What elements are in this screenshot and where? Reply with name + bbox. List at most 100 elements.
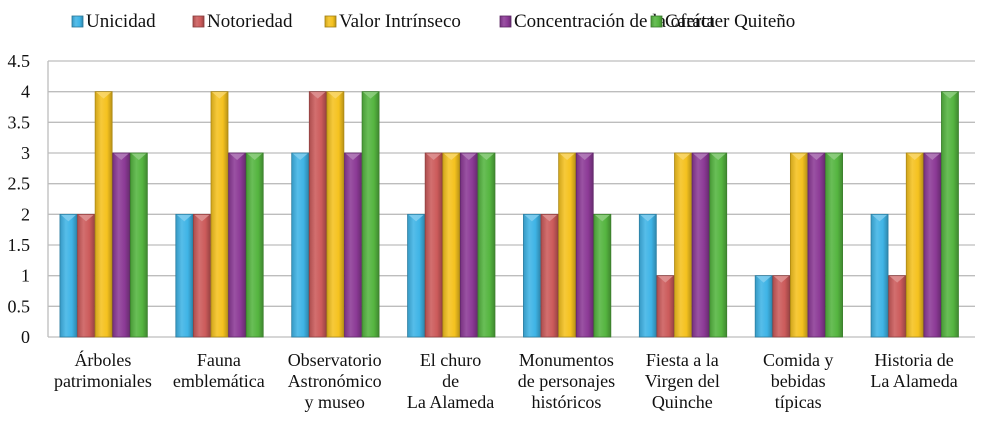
y-tick-label: 3 bbox=[21, 143, 30, 163]
bar-bevel bbox=[60, 214, 76, 222]
bar bbox=[407, 213, 425, 338]
bar-bevel bbox=[461, 153, 477, 160]
bar-bevel bbox=[113, 153, 129, 160]
legend-item: Notoriedad bbox=[192, 11, 293, 32]
bar-bevel bbox=[212, 92, 228, 99]
bar bbox=[789, 152, 808, 338]
legend-label: Carácter Quiteño bbox=[665, 11, 795, 32]
bar-group bbox=[291, 91, 380, 338]
y-tick-label: 2 bbox=[21, 204, 30, 224]
bar-bevel bbox=[693, 153, 709, 160]
y-tick-label: 2.5 bbox=[8, 174, 31, 194]
bar bbox=[674, 152, 692, 338]
bar bbox=[540, 213, 559, 338]
bar-bevel bbox=[640, 214, 656, 222]
bar-bevel bbox=[363, 92, 379, 99]
x-category-label: Observatorio Astronómico y museo bbox=[288, 350, 382, 412]
bar-bevel bbox=[131, 153, 147, 160]
x-category-label: Comida y bebidas típicas bbox=[763, 350, 834, 412]
bar bbox=[807, 152, 826, 338]
bar bbox=[193, 213, 211, 338]
bar-bevel bbox=[808, 153, 824, 160]
x-axis: Árboles patrimoniales Fauna emblemática Obse… bbox=[54, 349, 958, 412]
bar bbox=[175, 213, 194, 338]
bar-bevel bbox=[176, 214, 192, 222]
x-category-label: Historia de La Alameda bbox=[870, 350, 957, 391]
bar-bevel bbox=[907, 153, 923, 160]
legend-swatch bbox=[499, 15, 512, 28]
bar-bevel bbox=[577, 153, 593, 160]
bar-bevel bbox=[559, 153, 575, 160]
bar-bevel bbox=[478, 153, 494, 160]
legend-item: Carácter Quiteño bbox=[650, 11, 795, 32]
bar-group bbox=[754, 152, 843, 338]
legend-label: Valor Intrínseco bbox=[339, 11, 461, 32]
bar-bevel bbox=[78, 214, 94, 222]
x-category-label: El churo de La Alameda bbox=[407, 350, 494, 412]
y-tick-label: 4 bbox=[21, 82, 30, 102]
bar-bevel bbox=[524, 214, 540, 222]
bar-bevel bbox=[194, 214, 210, 222]
bar bbox=[656, 275, 675, 338]
legend-label: Concentración de la oferta bbox=[514, 11, 716, 32]
bar-group bbox=[175, 91, 264, 338]
bar-bevel bbox=[773, 276, 789, 283]
bar bbox=[424, 152, 443, 338]
bar-bevel bbox=[710, 153, 726, 160]
bar bbox=[593, 213, 612, 338]
bar bbox=[326, 91, 345, 338]
bar-bevel bbox=[924, 153, 940, 160]
bar-bevel bbox=[327, 92, 343, 99]
y-tick-label: 0 bbox=[21, 327, 30, 347]
bar bbox=[228, 152, 247, 338]
bar-bevel bbox=[889, 276, 905, 283]
y-tick-label: 1 bbox=[21, 266, 30, 286]
y-tick-label: 4.5 bbox=[8, 51, 31, 71]
bar-bevel bbox=[594, 214, 610, 222]
bar bbox=[308, 91, 327, 338]
bar bbox=[459, 152, 478, 338]
bar bbox=[477, 152, 496, 338]
bar-bevel bbox=[408, 214, 424, 222]
x-category-label: Monumentos de personajes históricos bbox=[518, 350, 615, 412]
bar-bevel bbox=[826, 153, 842, 160]
legend-swatch bbox=[324, 15, 337, 28]
legend: Unicidad Notoriedad Valor Intrínseco Concen… bbox=[71, 11, 795, 32]
bar-bevel bbox=[310, 92, 326, 99]
bar bbox=[129, 152, 148, 338]
bar-bevel bbox=[292, 153, 308, 160]
bar-group bbox=[407, 152, 496, 338]
bar bbox=[923, 152, 942, 338]
bar-bevel bbox=[942, 92, 958, 99]
bar-group bbox=[638, 152, 728, 338]
bar bbox=[344, 152, 362, 338]
bar bbox=[870, 213, 889, 338]
y-tick-label: 1.5 bbox=[8, 235, 31, 255]
bar bbox=[709, 152, 728, 338]
x-category-label: Fauna emblemática bbox=[173, 350, 265, 391]
bar bbox=[210, 91, 229, 338]
bar-group bbox=[59, 91, 148, 338]
bar bbox=[754, 275, 773, 338]
bar bbox=[361, 91, 380, 338]
bar bbox=[523, 213, 541, 338]
bar-bevel bbox=[542, 214, 558, 222]
bars bbox=[59, 91, 959, 338]
legend-label: Notoriedad bbox=[207, 11, 293, 32]
bar bbox=[772, 275, 791, 338]
bar bbox=[112, 152, 131, 338]
bar bbox=[77, 213, 95, 338]
y-tick-label: 0.5 bbox=[8, 296, 31, 316]
bar-bevel bbox=[756, 276, 772, 283]
bar-bevel bbox=[443, 153, 459, 160]
bar-bevel bbox=[229, 153, 245, 160]
y-axis: 0 0.5 1 1.5 2 2.5 3 3.5 4 4.5 bbox=[8, 51, 49, 347]
legend-label: Unicidad bbox=[86, 11, 156, 32]
bar-group bbox=[523, 152, 612, 338]
bar-bevel bbox=[791, 153, 807, 160]
bar bbox=[94, 91, 113, 338]
bar bbox=[575, 152, 594, 338]
legend-swatch bbox=[71, 15, 84, 28]
bar-bevel bbox=[426, 153, 442, 160]
